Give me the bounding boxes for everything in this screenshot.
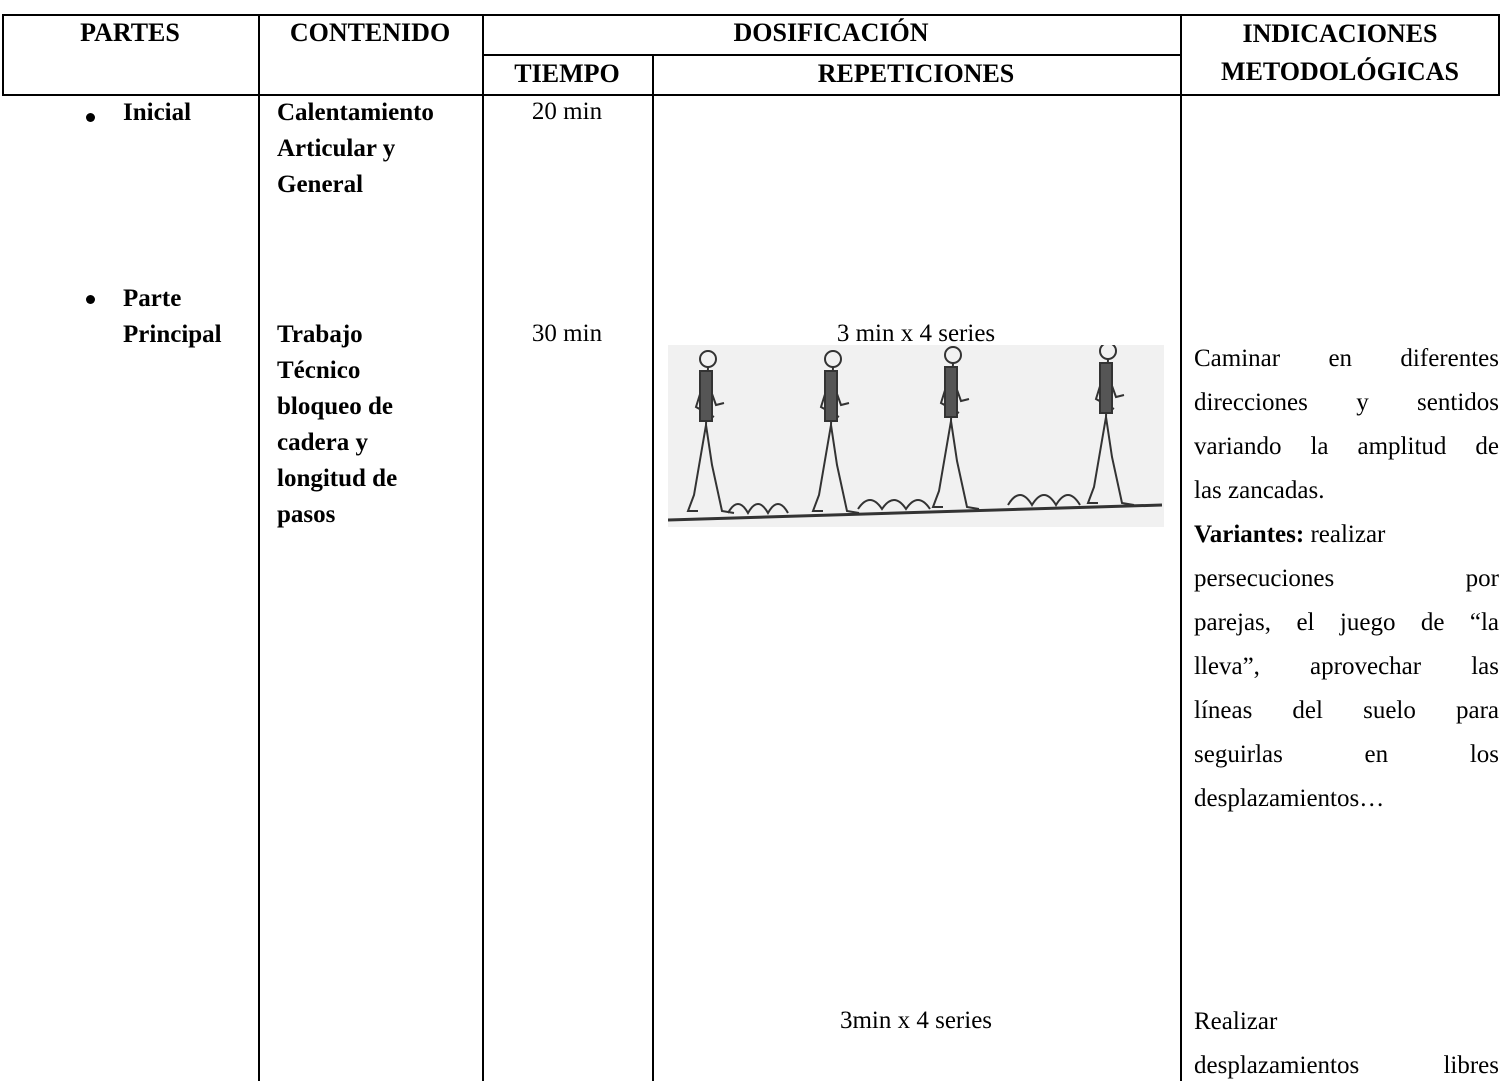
header-cell: DOSIFICACIÓN — [733, 18, 929, 47]
text-line: parejas, el juego de “la — [1194, 609, 1499, 636]
contenido-cell: Trabajo Técnico bloqueo de cadera y longitud… — [277, 317, 397, 533]
text-line: líneas del suelo para — [1194, 697, 1499, 724]
bullet — [86, 295, 95, 304]
contenido-line: Articular y — [277, 135, 396, 162]
contenido-line: Calentamiento — [277, 99, 434, 126]
header-line: METODOLÓGICAS — [1221, 57, 1459, 86]
text-line: Realizar — [1194, 1008, 1278, 1035]
contenido-line: General — [277, 171, 364, 198]
header-cell: INDICACIONES METODOLÓGICAS — [1182, 15, 1498, 91]
border — [652, 54, 654, 1081]
bullet — [86, 113, 95, 122]
contenido-line: longitud de — [277, 465, 398, 492]
tiempo-cell: 30 min — [531, 320, 603, 347]
text-span: realizar — [1310, 521, 1386, 548]
header-cell: CONTENIDO — [289, 18, 451, 47]
contenido-line: Trabajo — [277, 321, 363, 348]
text-line: desplazamientos libres — [1194, 1052, 1499, 1079]
contenido-line: pasos — [277, 501, 336, 528]
variantes-label: Variantes: — [1194, 521, 1305, 548]
text-line: persecuciones por — [1194, 565, 1499, 592]
contenido-line: Técnico — [277, 357, 361, 384]
border — [1180, 14, 1182, 1081]
indicaciones-cell: Realizar desplazamientos libres — [1194, 1000, 1499, 1081]
parte-line: Inicial — [123, 99, 192, 126]
border — [1498, 14, 1500, 96]
parte-line: Parte — [123, 285, 182, 312]
text-line: lleva”, aprovechar las — [1194, 653, 1499, 680]
contenido-cell: Calentamiento Articular y General — [277, 95, 434, 203]
parte-cell: Parte Principal — [123, 281, 222, 353]
text-line: las zancadas. — [1194, 477, 1325, 504]
border — [258, 14, 260, 1081]
parte-cell: Inicial — [123, 95, 191, 131]
text-line: direcciones y sentidos — [1194, 389, 1499, 416]
header-cell: TIEMPO — [514, 59, 620, 88]
text-line: Caminar en diferentes — [1194, 345, 1499, 372]
header-line: INDICACIONES — [1242, 19, 1438, 48]
parte-line: Principal — [123, 321, 222, 348]
tiempo-cell: 20 min — [531, 98, 603, 125]
illustration — [668, 345, 1164, 527]
repeticiones-cell: 3 min x 4 series — [836, 320, 996, 347]
text-line: variando la amplitud de — [1194, 433, 1499, 460]
header-cell: PARTES — [80, 18, 180, 47]
border — [2, 14, 4, 96]
contenido-line: cadera y — [277, 429, 368, 456]
text-line: seguirlas en los — [1194, 741, 1499, 768]
text-line: desplazamientos… — [1194, 785, 1385, 812]
header-cell: REPETICIONES — [817, 59, 1015, 88]
contenido-line: bloqueo de — [277, 393, 394, 420]
indicaciones-cell: Caminar en diferentes direcciones y senti… — [1194, 337, 1499, 821]
repeticiones-cell: 3min x 4 series — [839, 1007, 993, 1034]
border — [482, 14, 484, 1081]
border — [2, 94, 1500, 96]
border — [2, 14, 1500, 16]
border — [482, 54, 1180, 56]
text-line: Variantes: realizar — [1194, 513, 1499, 557]
